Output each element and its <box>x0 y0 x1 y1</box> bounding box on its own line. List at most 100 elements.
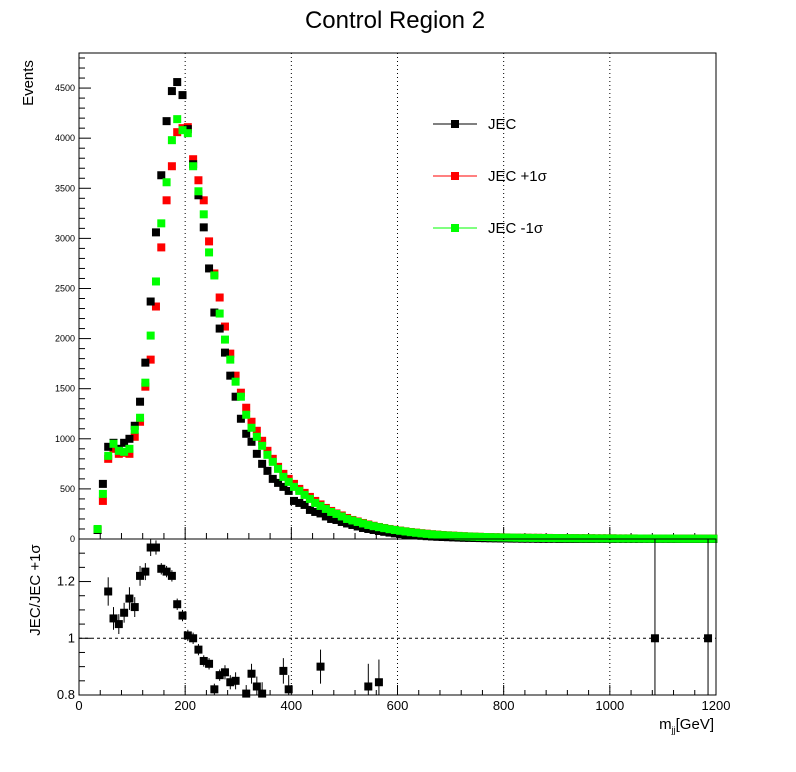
ratio-point <box>226 678 235 687</box>
data-point <box>215 293 224 302</box>
ratio-point <box>162 567 171 576</box>
data-point <box>385 525 394 534</box>
data-point <box>295 486 304 495</box>
ratio-point <box>205 659 214 668</box>
data-point <box>348 520 357 529</box>
top-y-axis-label: Events <box>20 60 37 106</box>
data-point <box>98 489 107 498</box>
data-point <box>104 442 113 451</box>
y-tick-label: 3000 <box>55 233 75 243</box>
data-point <box>146 331 155 340</box>
data-point <box>576 534 585 543</box>
data-point <box>104 451 113 460</box>
y-tick-label: 4500 <box>55 83 75 93</box>
data-point <box>258 441 267 450</box>
data-point <box>130 425 139 434</box>
ratio-point <box>178 611 187 620</box>
ratio-point <box>247 669 256 678</box>
data-point <box>173 128 182 137</box>
data-point <box>136 397 145 406</box>
data-point <box>173 78 182 87</box>
data-point <box>167 162 176 171</box>
data-point <box>305 505 314 514</box>
data-point <box>507 533 516 542</box>
ratio-y-axis-label: JEC/JEC +1σ <box>27 544 44 636</box>
x-tick-label: 1000 <box>595 698 624 713</box>
data-point <box>268 474 277 483</box>
y-tick-label: 3500 <box>55 183 75 193</box>
data-point <box>98 496 107 505</box>
ratio-point <box>151 543 160 552</box>
data-point <box>210 271 219 280</box>
ratio-point <box>199 656 208 665</box>
data-point <box>125 434 134 443</box>
data-point <box>157 171 166 180</box>
ratio-point <box>136 571 145 580</box>
data-point <box>284 486 293 495</box>
x-tick-label: 600 <box>387 698 409 713</box>
data-point <box>401 527 410 536</box>
y-tick-label: 1000 <box>55 434 75 444</box>
ratio-y-tick-label: 1.2 <box>57 574 75 589</box>
chart-title: Control Region 2 <box>305 7 485 34</box>
x-axis-label: mjj[GeV] <box>659 716 714 735</box>
data-point <box>242 403 251 412</box>
data-point <box>502 533 511 542</box>
data-point <box>321 504 330 513</box>
data-point <box>364 524 373 533</box>
ratio-point <box>114 620 123 629</box>
data-point <box>428 530 437 539</box>
data-point <box>183 129 192 138</box>
ratio-point <box>284 685 293 694</box>
ratio-point <box>364 682 373 691</box>
data-point <box>120 438 129 447</box>
data-point <box>327 514 336 523</box>
data-point <box>268 457 277 466</box>
legend-label: JEC <box>488 116 517 133</box>
data-point <box>151 277 160 286</box>
data-point <box>242 429 251 438</box>
legend-marker <box>451 120 459 128</box>
data-point <box>141 378 150 387</box>
data-point <box>205 237 214 246</box>
data-point <box>353 522 362 531</box>
data-point <box>512 533 521 542</box>
ratio-point <box>146 543 155 552</box>
data-point <box>316 509 325 518</box>
data-point <box>470 532 479 541</box>
ratio-grid <box>79 539 716 695</box>
ratio-point <box>231 676 240 685</box>
data-point <box>215 309 224 318</box>
data-point <box>380 524 389 533</box>
data-point <box>587 534 596 543</box>
data-point <box>157 219 166 228</box>
data-point <box>194 191 203 200</box>
legend: JEC JEC +1σ JEC -1σ <box>433 116 548 237</box>
data-point <box>327 507 336 516</box>
data-point <box>443 531 452 540</box>
data-point <box>199 223 208 232</box>
ratio-series-layer <box>104 539 713 698</box>
ratio-point <box>704 634 713 643</box>
data-point <box>274 478 283 487</box>
data-point <box>120 447 129 456</box>
ratio-point <box>252 682 261 691</box>
data-point <box>343 519 352 528</box>
y-tick-label: 1500 <box>55 384 75 394</box>
data-point <box>178 126 187 135</box>
data-point <box>146 297 155 306</box>
ratio-point <box>141 567 150 576</box>
data-point <box>157 243 166 252</box>
data-point <box>629 534 638 543</box>
data-point <box>167 136 176 145</box>
ratio-point <box>316 662 325 671</box>
data-point <box>215 324 224 333</box>
data-point <box>162 117 171 126</box>
data-point <box>93 524 102 533</box>
data-point <box>252 426 261 435</box>
legend-label: JEC +1σ <box>488 168 548 185</box>
data-point <box>194 176 203 185</box>
data-point <box>114 446 123 455</box>
data-point <box>534 533 543 542</box>
